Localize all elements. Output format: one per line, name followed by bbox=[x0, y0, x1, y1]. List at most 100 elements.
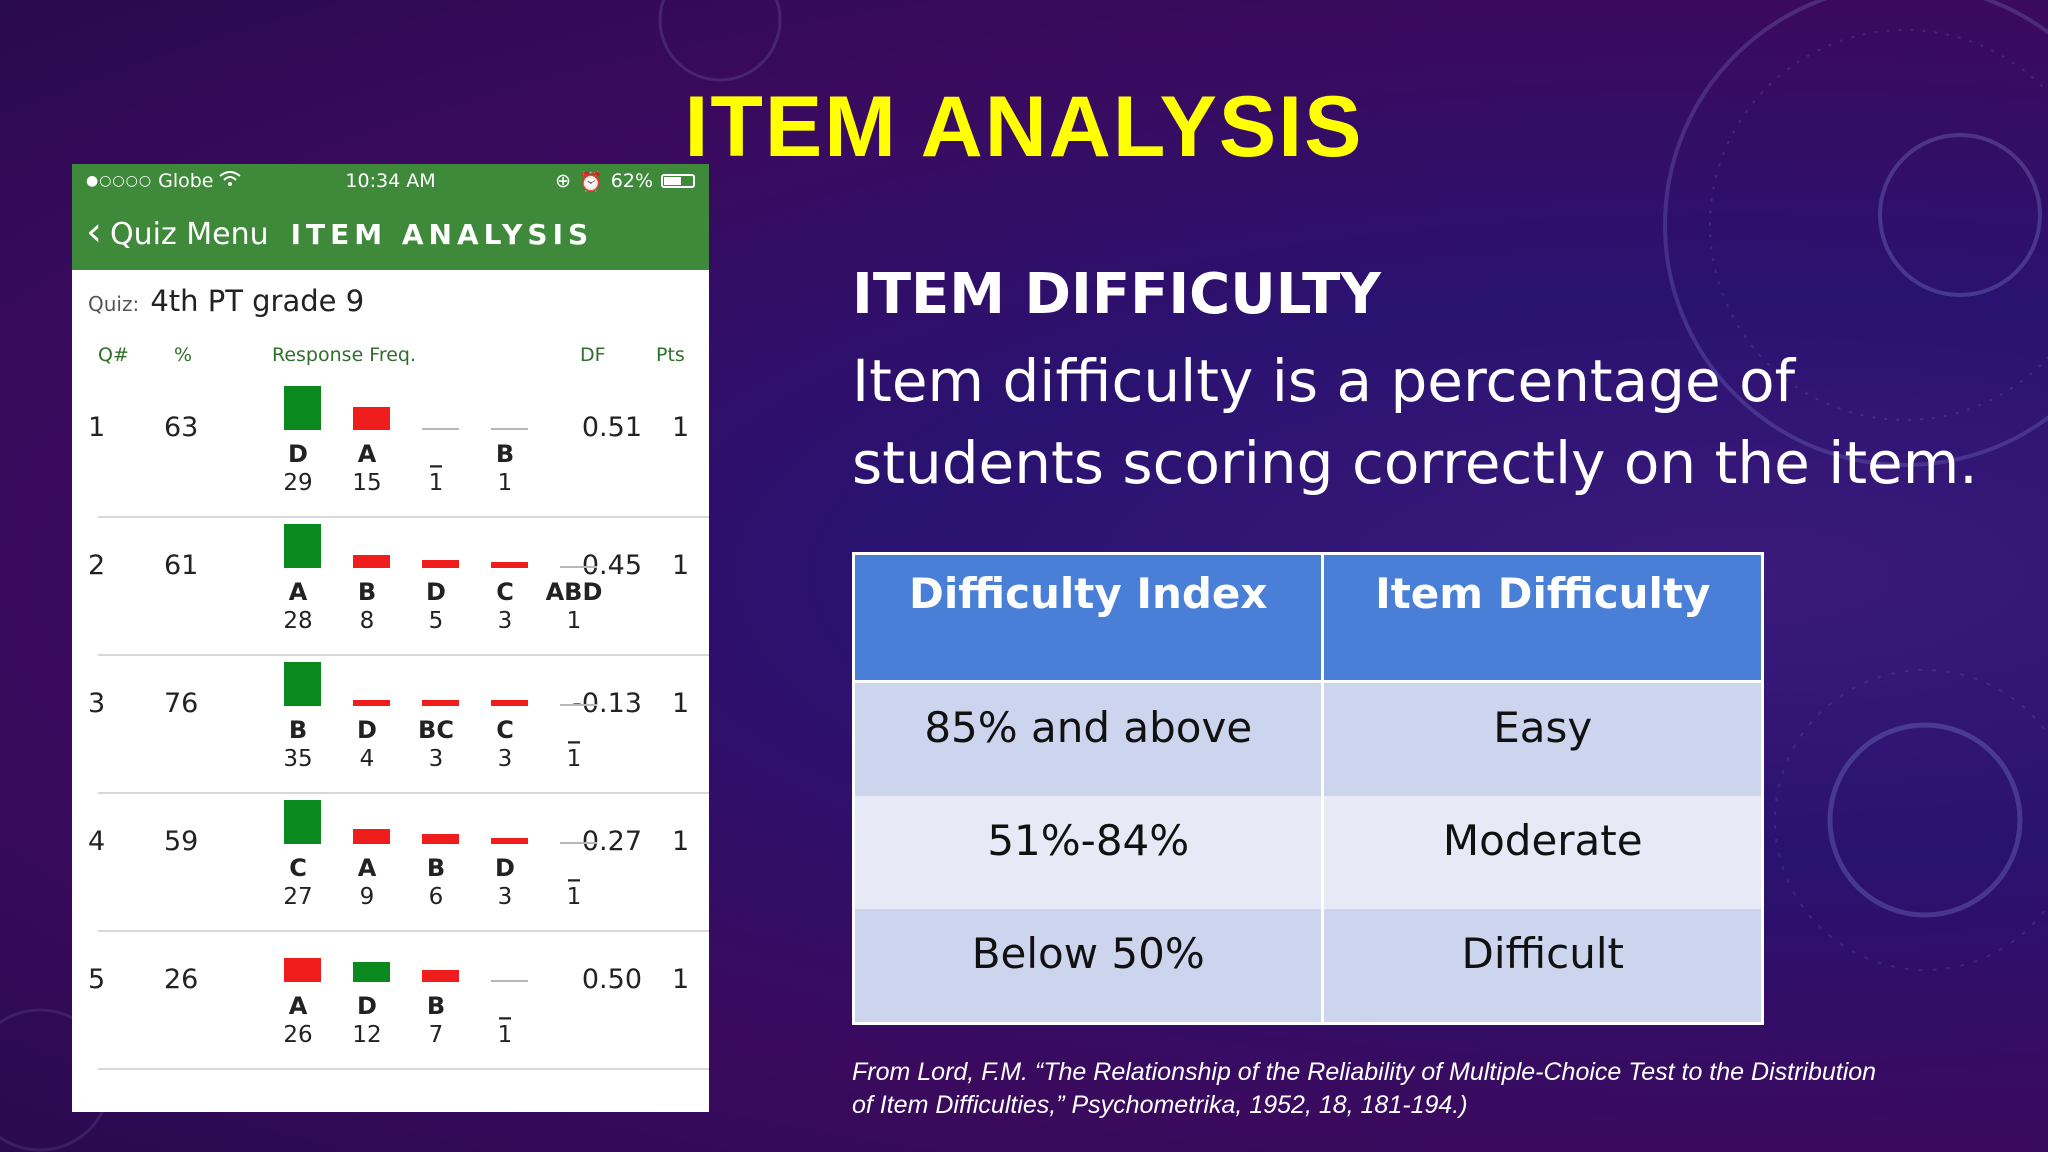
response-option: B 35 bbox=[268, 656, 328, 776]
percent-correct: 76 bbox=[164, 688, 199, 719]
response-count: 26 bbox=[283, 1022, 313, 1048]
table-row: 51%-84% Moderate bbox=[851, 796, 1764, 909]
table-cell: Moderate bbox=[1321, 796, 1764, 909]
table-header-row: Difficulty Index Item Difficulty bbox=[851, 552, 1764, 683]
response-count: 3 bbox=[497, 608, 513, 634]
discrimination-index: 0.51 bbox=[581, 412, 642, 443]
response-bar bbox=[284, 800, 321, 844]
points: 1 bbox=[672, 412, 690, 443]
response-letter: A bbox=[288, 992, 308, 1020]
status-bar: ●○○○○ Globe 10:34 AM ⊕ ⏰ 62% bbox=[72, 164, 709, 198]
response-count: 3 bbox=[428, 746, 444, 772]
percent-correct: 63 bbox=[164, 412, 199, 443]
question-number: 2 bbox=[88, 550, 106, 581]
response-letter: B bbox=[357, 578, 377, 606]
table-row: 85% and above Easy bbox=[851, 680, 1764, 796]
response-option: _ 1 bbox=[544, 794, 604, 914]
table-row[interactable]: 5 26 0.50 1 A 26 D 12 B 7 _ 1 bbox=[72, 932, 709, 1070]
response-letter: B bbox=[426, 992, 446, 1020]
response-option: ABD 1 bbox=[544, 518, 604, 638]
status-right: ⊕ ⏰ 62% bbox=[555, 170, 695, 193]
response-bar bbox=[284, 524, 321, 568]
table-row[interactable]: 3 76 -0.13 1 B 35 D 4 BC 3 C 3 _ 1 bbox=[72, 656, 709, 794]
response-option: C 27 bbox=[268, 794, 328, 914]
points: 1 bbox=[672, 826, 690, 857]
column-headers: Q# % Response Freq. DF Pts bbox=[72, 344, 709, 374]
back-button[interactable]: ‹ Quiz Menu bbox=[86, 212, 269, 252]
response-bar bbox=[353, 829, 390, 844]
percent-correct: 61 bbox=[164, 550, 199, 581]
row-divider bbox=[98, 516, 709, 518]
percent-correct: 59 bbox=[164, 826, 199, 857]
response-bar bbox=[491, 428, 528, 430]
response-bar bbox=[422, 834, 459, 844]
response-count: 3 bbox=[497, 884, 513, 910]
response-bar bbox=[353, 962, 390, 982]
response-count: 1 bbox=[566, 884, 582, 910]
row-divider bbox=[98, 654, 709, 656]
table-row[interactable]: 2 61 0.45 1 A 28 B 8 D 5 C 3 ABD 1 bbox=[72, 518, 709, 656]
response-letter: _ bbox=[430, 440, 442, 468]
response-option: BC 3 bbox=[406, 656, 466, 776]
response-letter: B bbox=[426, 854, 446, 882]
response-bar bbox=[353, 700, 390, 706]
table-cell: Easy bbox=[1321, 680, 1764, 796]
response-count: 27 bbox=[283, 884, 313, 910]
table-row[interactable]: 4 59 0.27 1 C 27 A 9 B 6 D 3 _ 1 bbox=[72, 794, 709, 932]
response-letter: B bbox=[288, 716, 308, 744]
response-count: 4 bbox=[359, 746, 375, 772]
response-bar bbox=[422, 700, 459, 706]
response-letter: A bbox=[357, 440, 377, 468]
carrier-info: ●○○○○ Globe bbox=[86, 170, 242, 192]
response-bar bbox=[491, 980, 528, 982]
question-number: 4 bbox=[88, 826, 106, 857]
response-bar bbox=[491, 700, 528, 706]
phone-screenshot: ●○○○○ Globe 10:34 AM ⊕ ⏰ 62% ‹ Quiz Menu… bbox=[72, 164, 709, 1112]
citation-line-2: of Item Difficulties,” Psychometrika, 19… bbox=[852, 1091, 1468, 1119]
response-count: 15 bbox=[352, 470, 382, 496]
response-option: A 15 bbox=[337, 380, 397, 500]
chevron-left-icon: ‹ bbox=[86, 209, 102, 255]
col-pts: Pts bbox=[656, 344, 685, 366]
response-count: 1 bbox=[497, 470, 513, 496]
table-row[interactable]: 1 63 0.51 1 D 29 A 15 _ 1 B 1 bbox=[72, 380, 709, 518]
response-bar bbox=[284, 958, 321, 982]
citation-line-1: From Lord, F.M. “The Relationship of the… bbox=[852, 1058, 1877, 1086]
screen-title: ITEM ANALYSIS bbox=[290, 217, 594, 251]
quiz-info: Quiz: 4th PT grade 9 bbox=[72, 270, 709, 318]
response-bar bbox=[353, 407, 390, 430]
response-option: _ 1 bbox=[544, 656, 604, 776]
response-option: D 12 bbox=[337, 932, 397, 1052]
discrimination-index: 0.27 bbox=[581, 826, 642, 857]
response-count: 12 bbox=[352, 1022, 382, 1048]
wifi-icon bbox=[219, 170, 242, 192]
signal-icon: ●○○○○ bbox=[86, 173, 153, 189]
difficulty-table: Difficulty Index Item Difficulty 85% and… bbox=[851, 552, 1764, 1025]
table-row: Below 50% Difficult bbox=[851, 909, 1764, 1025]
response-count: 1 bbox=[497, 1022, 513, 1048]
points: 1 bbox=[672, 964, 690, 995]
definition-text: Item difficulty is a percentage of stude… bbox=[852, 340, 1978, 504]
response-letter: D bbox=[426, 578, 446, 606]
header-item-difficulty: Item Difficulty bbox=[1321, 552, 1764, 683]
col-question: Q# bbox=[98, 344, 129, 366]
response-bar bbox=[560, 842, 597, 844]
response-letter: D bbox=[357, 992, 377, 1020]
response-letter: A bbox=[288, 578, 308, 606]
response-bar bbox=[284, 386, 321, 430]
response-letter: C bbox=[289, 854, 307, 882]
response-count: 9 bbox=[359, 884, 375, 910]
nav-bar: ‹ Quiz Menu ITEM ANALYSIS bbox=[72, 198, 709, 270]
points: 1 bbox=[672, 688, 690, 719]
response-letter: ABD bbox=[545, 578, 603, 606]
quiz-label: Quiz: bbox=[88, 292, 140, 316]
response-count: 28 bbox=[283, 608, 313, 634]
discrimination-index: 0.50 bbox=[581, 964, 642, 995]
response-count: 7 bbox=[428, 1022, 444, 1048]
response-count: 5 bbox=[428, 608, 444, 634]
